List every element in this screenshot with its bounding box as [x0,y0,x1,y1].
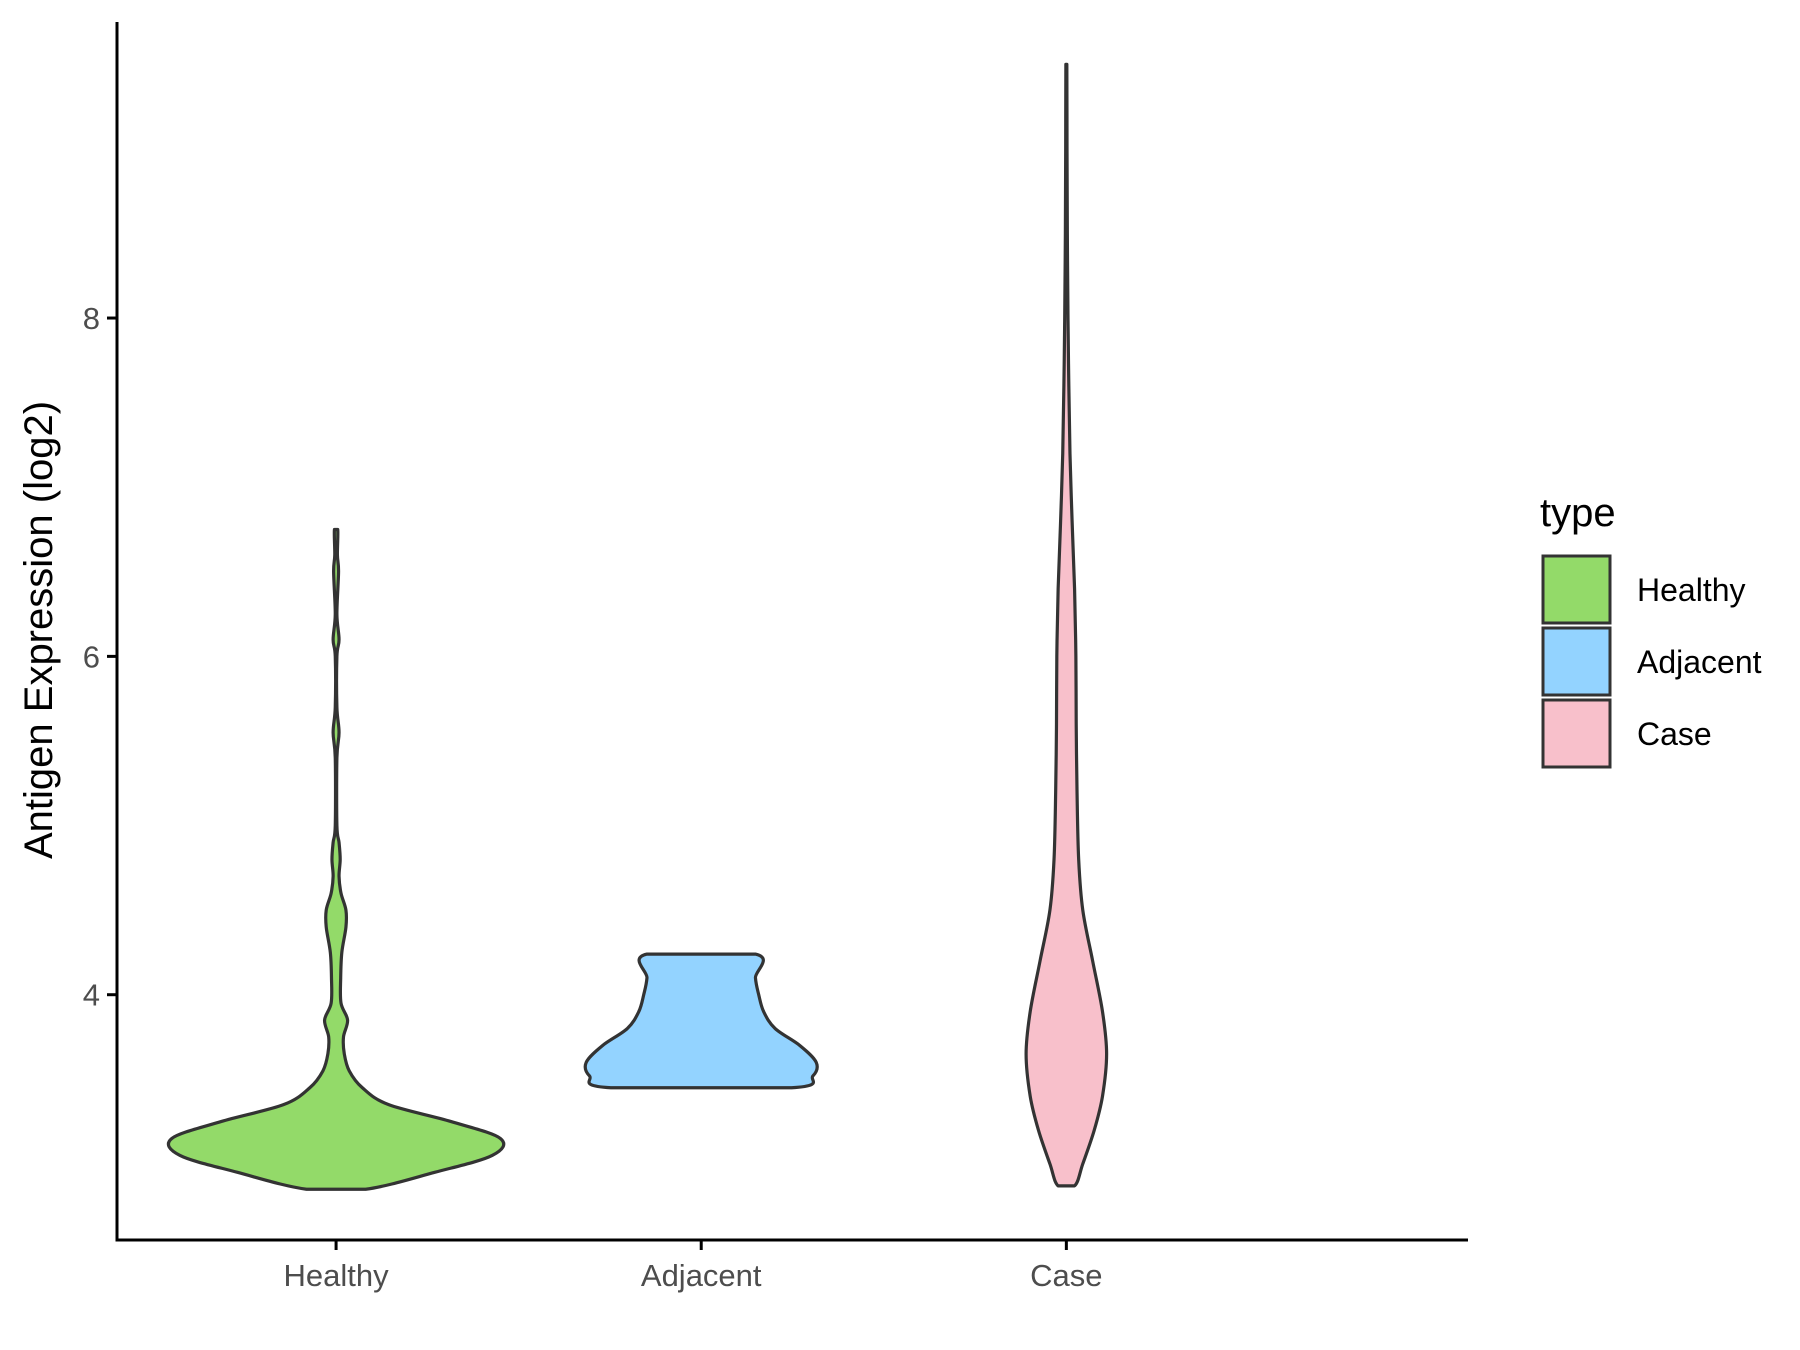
x-tick-label: Healthy [284,1258,390,1293]
legend-label: Case [1637,716,1712,752]
y-ticks: 4 6 8 [83,301,117,1013]
y-tick-label: 6 [83,639,100,674]
violin-case [1024,62,1109,1188]
legend: type Healthy Adjacent Case [1540,491,1762,769]
legend-label: Adjacent [1637,644,1762,680]
x-ticks: Healthy Adjacent Case [284,1240,1103,1293]
legend-swatch [1541,554,1612,625]
legend-title: type [1540,491,1616,535]
legend-entries: Healthy Adjacent Case [1541,554,1762,769]
axes [115,22,1468,1242]
x-tick-label: Case [1030,1258,1102,1293]
violin-layer [166,62,1109,1191]
y-axis-title: Antigen Expression (log2) [17,401,61,859]
x-tick-label: Adjacent [641,1258,762,1293]
legend-swatch [1541,626,1612,697]
violin-adjacent [583,952,819,1090]
violin-healthy [166,527,506,1191]
y-tick-label: 8 [83,301,100,336]
legend-label: Healthy [1637,572,1746,608]
legend-swatch [1541,698,1612,769]
y-tick-label: 4 [83,978,100,1013]
